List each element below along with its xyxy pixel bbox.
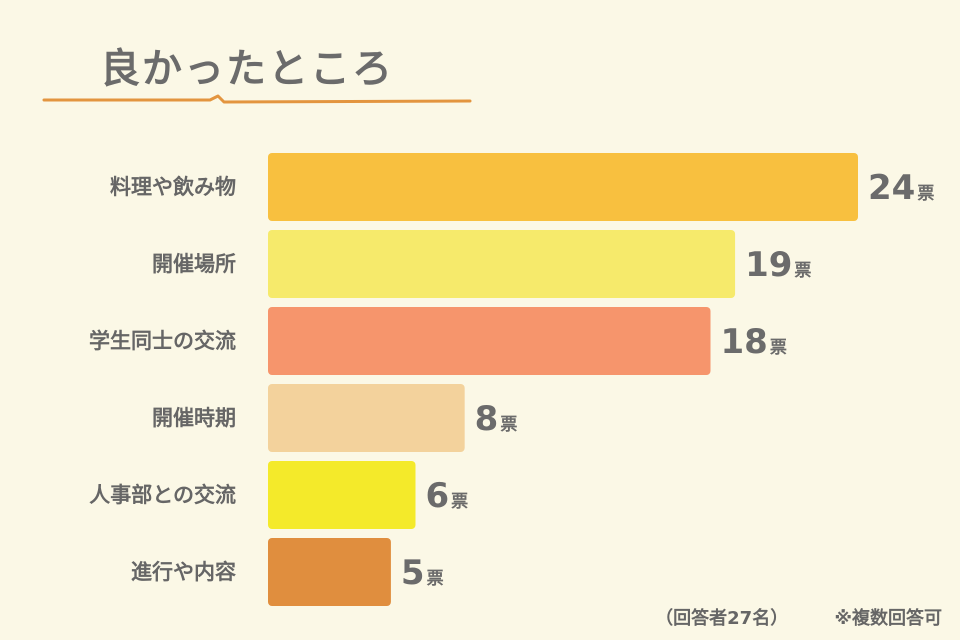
category-label: 学生同士の交流: [89, 329, 236, 353]
footnote: （回答者27名） ※複数回答可: [655, 604, 942, 630]
category-label: 進行や内容: [131, 560, 236, 584]
bar: [268, 461, 416, 529]
multiple-answers-note: ※複数回答可: [834, 608, 943, 629]
bar: [268, 153, 858, 221]
bar: [268, 384, 465, 452]
category-label: 人事部との交流: [89, 483, 236, 507]
category-label: 料理や飲み物: [110, 175, 236, 199]
respondents-note: （回答者27名）: [655, 608, 789, 629]
value-label: 19 票: [745, 245, 811, 285]
bar: [268, 230, 736, 298]
bar: [268, 307, 711, 375]
value-label: 18 票: [721, 322, 787, 362]
bar: [268, 538, 391, 606]
value-label: 24 票: [868, 168, 934, 208]
page-title: 良かったところ: [100, 46, 394, 92]
category-label: 開催時期: [152, 406, 236, 430]
category-label: 開催場所: [152, 252, 236, 276]
title-underline: [42, 94, 472, 104]
